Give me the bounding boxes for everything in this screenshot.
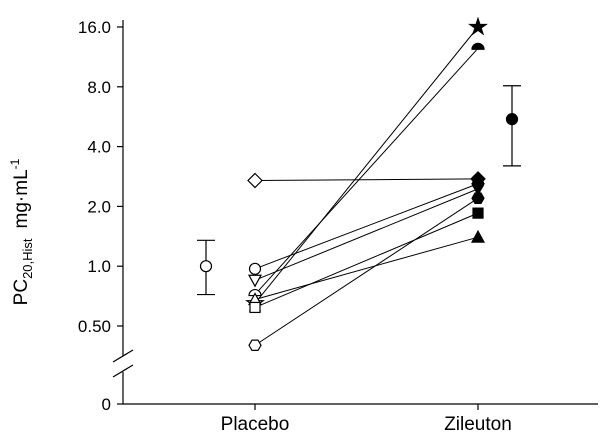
x-categories: Placebo Zileuton xyxy=(221,414,512,435)
y-tick-label: 8.0 xyxy=(87,78,111,97)
x-category-label: Placebo xyxy=(221,414,290,435)
zileuton-point xyxy=(468,16,488,36)
y-tick-label: 2.0 xyxy=(87,197,111,216)
x-category-label: Zileuton xyxy=(444,414,512,435)
subject-line xyxy=(254,26,479,304)
subject-line xyxy=(254,47,479,295)
subject-line xyxy=(254,212,479,308)
subject-markers xyxy=(245,16,488,351)
subject-line xyxy=(254,178,479,182)
placebo-point xyxy=(248,262,262,275)
zileuton-point xyxy=(470,229,486,243)
zileuton-point xyxy=(471,42,485,50)
summary-points xyxy=(197,85,521,296)
y-tick-label: 16.0 xyxy=(78,18,111,37)
axis-break-mark xyxy=(112,364,134,378)
placebo-point xyxy=(249,301,261,314)
subject-line xyxy=(254,197,479,346)
y-tick-label: 0 xyxy=(102,395,111,414)
mean-point xyxy=(505,113,519,126)
placebo-point xyxy=(247,274,263,288)
axis-break-mark xyxy=(112,349,134,363)
y-tick-label: 1.0 xyxy=(87,257,111,276)
zileuton-point xyxy=(470,183,486,197)
y-axis-title-main: PC xyxy=(11,279,32,305)
y-axis-title: PC20,Hist mg·mL-1 xyxy=(8,158,35,305)
placebo-point xyxy=(247,172,263,189)
y-ticks: 16.0 8.0 4.0 2.0 1.0 0.50 0 xyxy=(78,18,123,414)
subject-line xyxy=(254,236,479,300)
y-axis-title-sup: -1 xyxy=(8,158,22,169)
y-tick-label: 4.0 xyxy=(87,138,111,157)
subject-lines xyxy=(254,26,479,346)
zileuton-point xyxy=(471,192,485,204)
mean-point xyxy=(199,260,213,273)
subject-line xyxy=(254,183,479,270)
y-axis-title-sub: 20,Hist xyxy=(20,238,35,279)
subject-line xyxy=(254,188,479,281)
y-axis-title-unit: mg·mL xyxy=(11,169,32,228)
svg-text:PC20,Histmg·mL-1: PC20,Hist mg·mL-1 xyxy=(8,158,35,305)
y-tick-label: 0.50 xyxy=(78,317,111,336)
axes xyxy=(112,20,598,410)
placebo-point xyxy=(248,339,262,351)
zileuton-point xyxy=(472,207,484,219)
